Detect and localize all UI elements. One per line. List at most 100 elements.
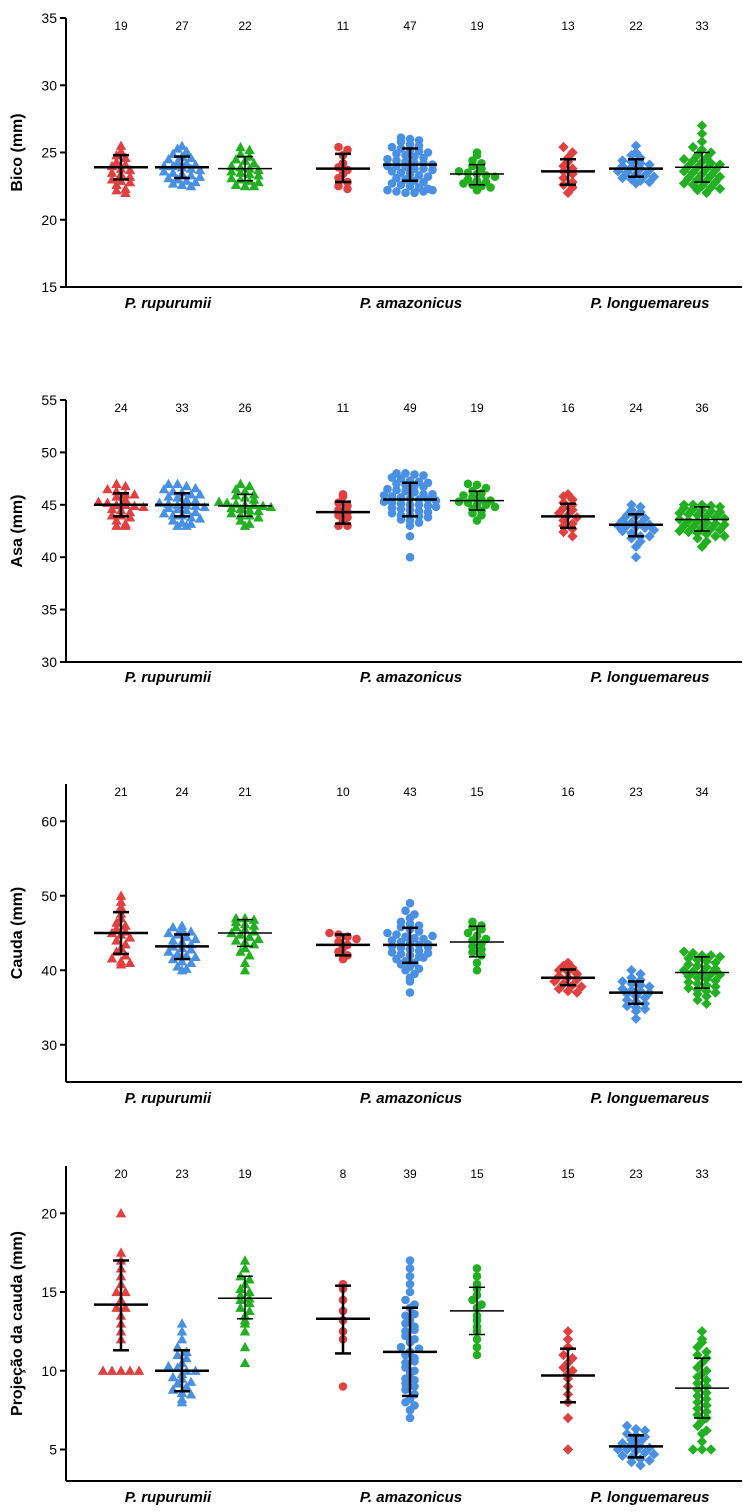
- sample-size-label: 19: [470, 19, 484, 33]
- data-point: [635, 158, 646, 169]
- data-point: [644, 1455, 655, 1466]
- data-point: [401, 150, 410, 160]
- data-point: [176, 1326, 188, 1336]
- data-point: [239, 965, 251, 975]
- data-point: [248, 920, 260, 930]
- data-point: [111, 179, 122, 189]
- data-point: [172, 520, 183, 530]
- data-point: [431, 502, 441, 512]
- data-point: [405, 913, 415, 923]
- y-tick-label: 35: [41, 10, 57, 26]
- data-point: [244, 480, 255, 491]
- sample-size-label: 13: [561, 19, 575, 33]
- data-point: [176, 956, 188, 966]
- data-point: [635, 968, 646, 980]
- data-point: [244, 1286, 255, 1297]
- data-point: [230, 921, 242, 932]
- data-point: [111, 156, 122, 167]
- sample-size-label: 33: [695, 19, 709, 33]
- data-point: [472, 480, 482, 490]
- y-tick-label: 55: [41, 392, 57, 408]
- data-point: [172, 1341, 183, 1352]
- y-tick-label: 10: [41, 1363, 57, 1379]
- data-point: [172, 503, 183, 514]
- data-point: [248, 180, 260, 191]
- data-point: [405, 181, 415, 191]
- data-point: [428, 165, 437, 175]
- data-point: [696, 1326, 708, 1337]
- data-point: [235, 510, 246, 520]
- data-point: [490, 502, 500, 512]
- sample-size-label: 27: [175, 19, 189, 33]
- data-point: [639, 998, 651, 1009]
- data-point: [181, 1352, 192, 1363]
- y-axis-title: Bico (mm): [9, 113, 26, 191]
- y-axis-title: Cauda (mm): [9, 887, 26, 979]
- data-point: [617, 525, 628, 537]
- sample-size-label: 19: [238, 1167, 252, 1181]
- sample-size-label: 21: [238, 785, 252, 799]
- data-point: [468, 161, 477, 171]
- data-point: [235, 1289, 246, 1300]
- data-point: [692, 972, 703, 983]
- data-point: [111, 184, 122, 195]
- data-point: [558, 515, 569, 526]
- data-point: [692, 1378, 703, 1389]
- data-point: [387, 936, 397, 945]
- data-point: [194, 513, 206, 523]
- data-point: [230, 179, 242, 189]
- data-point: [630, 552, 642, 563]
- data-point: [683, 976, 694, 988]
- data-point: [172, 948, 183, 959]
- data-point: [115, 901, 127, 912]
- sample-size-label: 15: [470, 785, 484, 799]
- data-point: [468, 942, 477, 951]
- data-point: [692, 988, 703, 1000]
- data-point: [185, 152, 197, 163]
- data-point: [468, 508, 477, 518]
- group-label: P. longuemareus: [591, 1489, 710, 1506]
- data-point: [115, 1365, 127, 1375]
- data-point: [158, 166, 170, 176]
- data-point: [617, 155, 628, 166]
- data-point: [181, 175, 192, 185]
- group-label: P. longuemareus: [591, 295, 710, 312]
- data-point: [692, 1390, 703, 1402]
- data-point: [387, 179, 397, 188]
- data-point: [639, 1003, 651, 1015]
- y-tick-label: 30: [41, 77, 57, 93]
- data-point: [213, 496, 225, 506]
- data-point: [185, 957, 197, 967]
- data-point: [692, 184, 703, 196]
- data-point: [176, 1334, 188, 1344]
- y-tick-label: 15: [41, 1284, 57, 1300]
- data-point: [468, 948, 477, 957]
- sample-size-label: 34: [695, 785, 709, 799]
- data-point: [401, 1379, 410, 1388]
- data-point: [692, 978, 703, 989]
- data-point: [120, 187, 131, 198]
- data-point: [392, 930, 401, 939]
- data-point: [626, 149, 637, 161]
- y-tick-label: 15: [41, 279, 57, 295]
- data-point: [405, 1264, 415, 1273]
- data-point: [190, 951, 201, 961]
- sample-size-label: 19: [114, 19, 128, 33]
- data-point: [630, 140, 642, 151]
- data-point: [692, 533, 703, 544]
- data-point: [692, 960, 703, 971]
- data-point: [334, 173, 343, 183]
- data-point: [710, 987, 721, 998]
- data-point: [567, 494, 578, 505]
- data-point: [472, 965, 482, 975]
- data-point: [701, 998, 712, 1009]
- data-point: [181, 494, 192, 504]
- data-point: [124, 957, 136, 967]
- data-point: [396, 137, 406, 147]
- data-point: [334, 181, 343, 191]
- sample-size-label: 23: [629, 1167, 643, 1181]
- data-point: [106, 953, 118, 963]
- data-point: [111, 478, 122, 488]
- data-point: [239, 1318, 251, 1328]
- data-point: [338, 954, 348, 964]
